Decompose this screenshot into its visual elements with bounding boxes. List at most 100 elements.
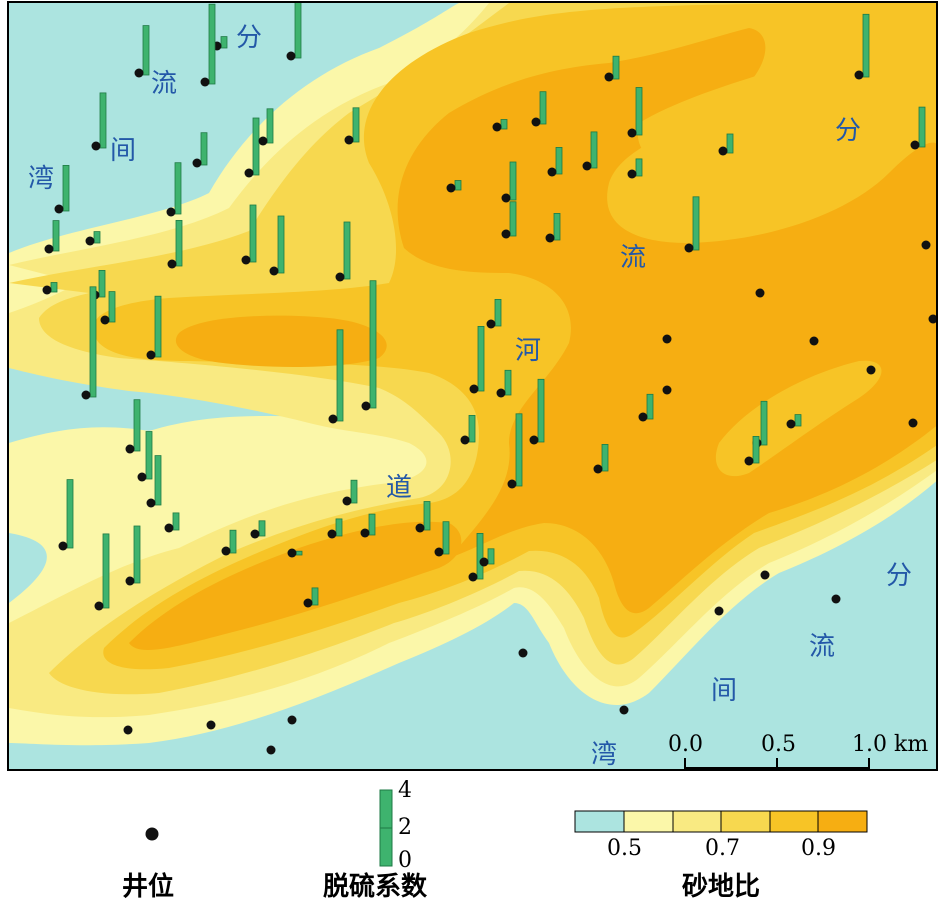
scale-unit: km [894,732,929,757]
well-33 [250,520,266,539]
desulfurization-coefficient-bar [442,521,450,555]
well-marker [786,419,796,429]
well-marker [627,128,637,138]
desulfurization-coefficient-bar [258,520,266,537]
desulfurization-coefficient-bar [454,180,462,191]
well-marker [479,557,489,567]
region-label-nw-jian: 间 [110,136,137,166]
well-61 [866,365,876,375]
well-marker [547,167,557,177]
well-marker [460,435,470,445]
legend-well-symbol [145,827,159,841]
scale-bar [684,758,870,769]
legend-ratio-scale [574,810,868,833]
desulfurization-coefficient-bar [98,269,106,298]
desulfurization-coefficient-bar [635,158,643,177]
contour-zone-0.9-lobe [175,315,387,367]
desulfurization-coefficient-bar [494,298,502,327]
well-84 [287,715,297,725]
well-60 [928,313,938,324]
well-52 [627,87,643,138]
well-15 [269,215,285,276]
well-marker [54,204,64,214]
well-47 [501,201,517,239]
desulfurization-coefficient-bar [311,587,319,606]
well-marker [85,236,95,246]
region-label-nw-liu: 流 [151,69,178,99]
well-63 [809,336,819,346]
well-51 [627,158,643,179]
desulfurization-coefficient-bar [294,3,302,59]
well-marker [125,444,135,454]
well-marker [921,240,931,250]
well-marker [137,472,147,482]
region-label-se-fen: 分 [886,561,913,591]
well-24 [328,329,344,424]
contour-zone-0.8-ne-lobe [637,46,896,179]
desulfurization-coefficient-bar [601,443,609,472]
desulfurization-coefficient-bar [295,550,303,556]
desulfurization-coefficient-bar [692,196,700,251]
well-27 [146,455,162,508]
desulfurization-coefficient-bar [937,313,938,321]
contour-zone-0.9-main [397,28,936,614]
desulfurization-coefficient-bar [229,529,237,554]
desulfurization-coefficient-bar [515,413,523,487]
region-label-se-liu: 流 [809,632,836,662]
well-marker [286,51,296,61]
well-marker [714,606,724,616]
well-79 [760,570,770,580]
legend-coef-tick-2: 2 [398,815,412,840]
well-69 [638,393,654,422]
well-marker [415,523,425,533]
well-marker [192,158,202,168]
well-72 [469,325,485,394]
well-46 [501,161,517,203]
well-58 [910,106,926,150]
desulfurization-coefficient-bar [220,36,228,49]
well-23 [361,280,377,411]
well-34 [287,548,303,558]
scale-tick-0.5: 0.5 [761,732,796,757]
well-marker [335,272,345,282]
well-53 [604,55,620,82]
desulfurization-coefficient-bar [477,325,485,392]
well-marker [42,285,52,295]
well-marker [718,146,728,156]
well-marker [167,259,177,269]
desulfurization-coefficient-bar [142,25,150,76]
well-81 [619,705,629,715]
well-marker [662,334,672,344]
well-56 [755,288,765,298]
well-76 [507,413,523,489]
well-20 [81,286,97,400]
desulfurization-coefficient-bar [862,13,870,78]
well-marker [166,207,176,217]
desulfurization-coefficient-bar [553,212,561,241]
well-marker [468,572,478,582]
well-71 [486,298,502,329]
well-marker [928,314,936,324]
well-31 [94,533,110,611]
well-marker [744,456,754,466]
well-19 [146,295,162,360]
well-30 [125,525,141,586]
desulfurization-coefficient-bar [266,108,274,144]
well-marker [125,576,135,586]
desulfurization-coefficient-bar [612,55,620,80]
well-marker [164,523,174,533]
well-marker [287,715,297,725]
legend-coef-tick-0: 0 [398,848,412,873]
desulfurization-coefficient-bar [343,221,351,280]
desulfurization-coefficient-bar [93,231,101,244]
desulfurization-coefficient-bar [336,329,344,422]
well-54 [684,196,700,253]
well-marker [266,745,276,755]
well-marker [269,266,279,276]
well-2 [200,3,216,87]
well-marker [582,161,592,171]
well-62 [908,418,918,428]
scale-tick-1.0: 1.0 [852,732,887,757]
well-25 [125,399,141,454]
desulfurization-coefficient-bar [539,91,547,125]
